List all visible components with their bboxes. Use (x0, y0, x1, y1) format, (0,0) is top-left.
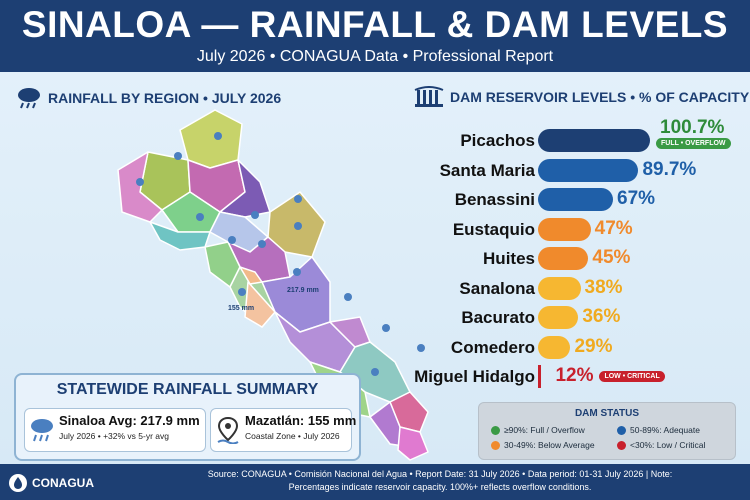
dam-name: Comedero (450, 337, 535, 357)
dam-name: Picachos (460, 131, 535, 150)
report-header: SINALOA — RAINFALL & DAM LEVELS July 202… (0, 0, 750, 72)
dam-name: Santa Maria (439, 160, 535, 180)
legend-item-adequate: 50-89%: Adequate (617, 425, 700, 435)
rain-cloud-icon (31, 419, 53, 442)
water-drop-logo-icon (9, 474, 27, 492)
dam-bar (538, 247, 589, 270)
dam-name: Benassini (454, 190, 535, 209)
dam-bar (538, 217, 591, 241)
dam-value-label: 45% (592, 247, 631, 268)
legend-item-full: ≥90%: Full / Overflow (491, 425, 585, 435)
dam-value-label: 100.7% (660, 117, 725, 138)
rain-cloud-icon (18, 88, 40, 109)
rain-icons (136, 132, 425, 376)
dam-row: Miguel Hidalgo 12% LOW • CRITICAL (414, 365, 745, 389)
region-escuinapa (397, 426, 429, 461)
dam-value-label: 47% (594, 217, 633, 239)
orange-dot-icon (491, 440, 500, 450)
dams-section-header: DAM RESERVOIR LEVELS • % OF CAPACITY (414, 86, 749, 108)
legend-item-below: 30-49%: Below Average (491, 440, 595, 450)
dam-status-badge: FULL • OVERFLOW (656, 138, 731, 149)
dam-row: Huites 45% (430, 247, 745, 271)
summary-mazatlan-value: Mazatlán: 155 mm (245, 413, 357, 428)
sinaloa-map (117, 109, 429, 461)
dam-row: Picachos 100.7% FULL • OVERFLOW (430, 117, 745, 153)
green-dot-icon (491, 425, 500, 435)
rainfall-summary-panel: STATEWIDE RAINFALL SUMMARY Sinaloa Avg: … (14, 373, 361, 461)
rainfall-section-header: RAINFALL BY REGION • JULY 2026 (16, 86, 281, 110)
summary-title: STATEWIDE RAINFALL SUMMARY (56, 381, 319, 398)
dam-row: Comedero 29% (430, 335, 745, 360)
dam-value-label: 36% (582, 306, 621, 327)
dam-status-badge: LOW • CRITICAL (599, 371, 665, 382)
map-label-mazatlan: 155 mm (228, 305, 255, 312)
dam-bar (538, 188, 614, 211)
dam-row: Santa Maria 89.7% (430, 158, 745, 183)
dam-value-label: 29% (574, 335, 613, 357)
dam-name: Miguel Hidalgo (414, 367, 535, 386)
summary-card-mazatlan: Mazatlán: 155 mm Coastal Zone • July 202… (210, 408, 356, 452)
dam-value-label: 38% (584, 276, 623, 298)
dam-row: Bacurato 36% (430, 306, 745, 330)
dam-value-label: 12% (555, 365, 594, 386)
dam-name: Bacurato (461, 308, 535, 327)
dam-row: Sanalona 38% (430, 276, 745, 301)
dam-value-label: 67% (617, 188, 656, 209)
dam-value-label: 89.7% (642, 158, 697, 180)
dam-icon (414, 86, 444, 107)
dam-bar (538, 365, 541, 388)
report-subtitle: July 2026 • CONAGUA Data • Professional … (196, 48, 554, 65)
rainfall-section-title: RAINFALL BY REGION • JULY 2026 (48, 90, 282, 106)
dam-bar (538, 335, 571, 359)
dam-row: Eustaquio 47% (430, 217, 745, 242)
dam-name: Eustaquio (452, 219, 535, 239)
dam-name: Sanalona (459, 278, 535, 298)
dams-section-title: DAM RESERVOIR LEVELS • % OF CAPACITY (450, 89, 750, 105)
legend-item-critical: <30%: Low / Critical (617, 440, 705, 450)
conagua-logo: CONAGUA (8, 473, 94, 493)
summary-mazatlan-detail: Coastal Zone • July 2026 (245, 431, 340, 441)
report-footer: CONAGUA Source: CONAGUA • Comisión Nacio… (0, 464, 750, 500)
blue-dot-icon (617, 425, 626, 435)
location-pin-icon (217, 416, 239, 444)
dam-bar (538, 158, 639, 182)
dam-bar (538, 276, 581, 300)
dam-name: Huites (483, 249, 535, 268)
summary-avg-detail: July 2026 • +32% vs 5-yr avg (59, 431, 169, 441)
dam-row: Benassini 67% (430, 188, 745, 212)
region-north (179, 109, 243, 169)
dam-status-title: DAM STATUS (574, 408, 640, 419)
region-salvador (244, 281, 276, 328)
footer-source: Source: CONAGUA • Comisión Nacional del … (207, 469, 673, 492)
summary-avg-value: Sinaloa Avg: 217.9 mm (59, 413, 200, 428)
map-label-avg: 217.9 mm (287, 287, 319, 294)
dam-bar (538, 129, 650, 152)
region-ahome-island (239, 266, 263, 285)
summary-card-avg: Sinaloa Avg: 217.9 mm July 2026 • +32% v… (24, 408, 206, 452)
conagua-logo-text: CONAGUA (32, 476, 94, 490)
report-title: SINALOA — RAINFALL & DAM LEVELS (21, 4, 729, 45)
dam-status-legend: DAM STATUS ≥90%: Full / Overflow 50-89%:… (478, 402, 736, 460)
dam-bar (538, 306, 579, 329)
red-dot-icon (617, 440, 626, 450)
